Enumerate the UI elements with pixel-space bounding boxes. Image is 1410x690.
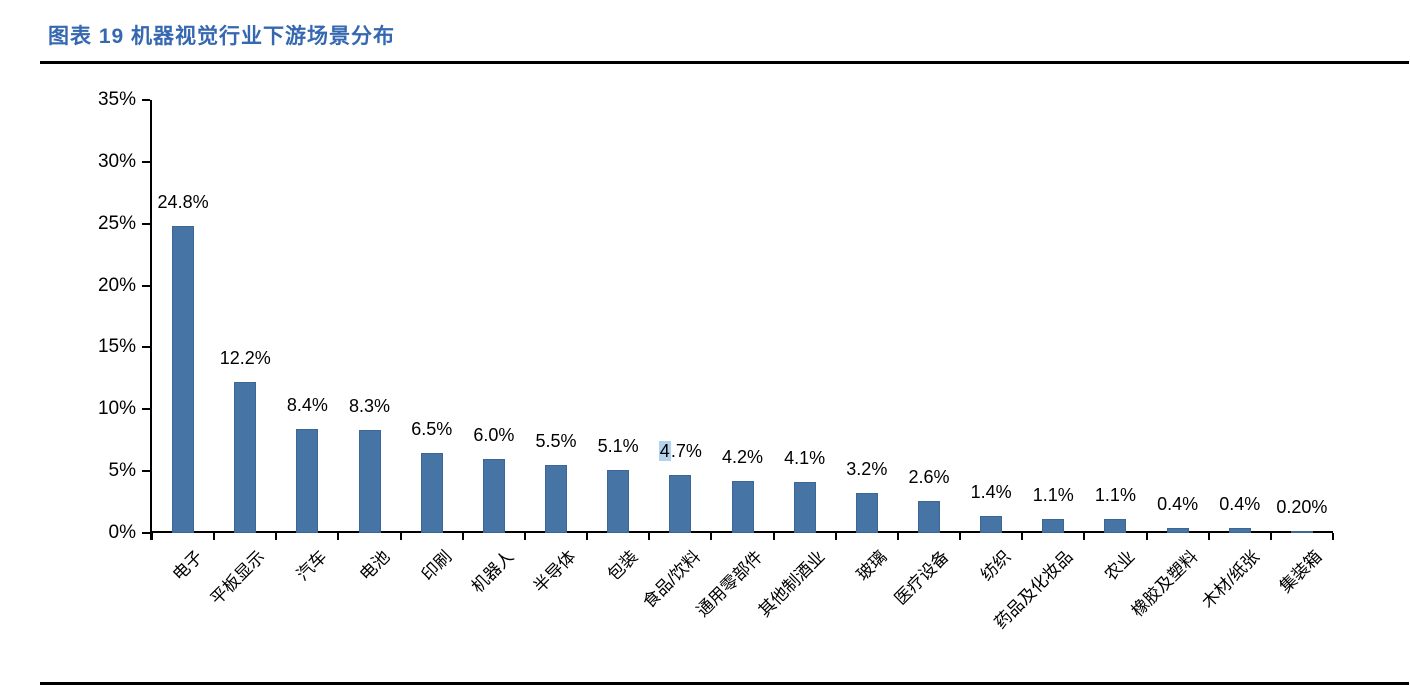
- bar-17: [1228, 528, 1251, 533]
- x-axis-tick: [959, 533, 962, 540]
- bar-value-label: 4.2%: [721, 447, 764, 468]
- bar-value-label: 0.4%: [1157, 494, 1199, 515]
- bottom-divider: [40, 682, 1409, 685]
- y-axis-tick-label: 20%: [97, 274, 136, 296]
- bar-14: [1042, 519, 1065, 533]
- x-axis-tick: [648, 533, 651, 540]
- x-axis-tick: [710, 533, 713, 540]
- bar-value-label: 2.6%: [908, 466, 950, 487]
- bar-6: [545, 464, 568, 533]
- bar-value-label: 8.3%: [349, 396, 391, 417]
- y-axis-tick: [142, 222, 150, 225]
- x-axis-category-label: 木材/纸张: [1198, 547, 1264, 612]
- x-axis-category-label: 农业: [1101, 547, 1139, 585]
- x-axis-tick: [1145, 533, 1148, 540]
- bar-value-label: 4.7%: [658, 440, 702, 461]
- x-axis-category-label: 医疗设备: [890, 547, 953, 609]
- bar-12: [917, 500, 940, 533]
- x-axis-tick: [1083, 533, 1086, 540]
- x-axis-tick: [399, 533, 402, 540]
- x-axis-tick: [896, 533, 899, 540]
- y-axis-tick: [142, 408, 150, 411]
- y-axis-tick-label: 5%: [108, 460, 136, 482]
- bar-value-label: 1.4%: [970, 481, 1012, 502]
- x-axis-category-label: 玻璃: [852, 547, 891, 585]
- x-axis-tick: [1207, 533, 1210, 540]
- y-axis-tick-label: 15%: [97, 336, 136, 358]
- bar-15: [1104, 519, 1127, 533]
- bar-value-label: 5.1%: [597, 435, 639, 456]
- x-axis-tick: [275, 533, 278, 540]
- x-axis-category-label: 其他制酒业: [754, 547, 829, 621]
- x-axis-tick: [151, 533, 153, 540]
- x-axis-tick: [1021, 533, 1024, 540]
- bar-value-label: 12.2%: [219, 348, 271, 369]
- x-axis-category-label: 橡胶及塑料: [1127, 547, 1202, 621]
- bar-value-label: 24.8%: [157, 192, 209, 213]
- bar-value-label: 5.5%: [535, 430, 577, 451]
- y-axis-tick: [142, 284, 150, 287]
- y-axis-tick: [142, 99, 150, 101]
- y-axis-tick-label: 30%: [97, 150, 136, 172]
- x-axis-category-label: 食品/饮料: [638, 547, 704, 612]
- x-axis-tick: [523, 533, 526, 540]
- bar-7: [607, 469, 630, 533]
- bar-value-label: 0.20%: [1276, 496, 1328, 517]
- bar-value-label: 0.4%: [1219, 494, 1261, 515]
- x-axis-category-label: 电子: [169, 547, 207, 585]
- top-divider: [40, 61, 1409, 64]
- x-axis-tick: [586, 533, 589, 540]
- bar-10: [793, 482, 816, 533]
- x-axis-category-label: 印刷: [417, 547, 456, 585]
- x-axis-tick: [1332, 533, 1334, 540]
- figure-title: 图表 19 机器视觉行业下游场景分布: [48, 25, 396, 48]
- y-axis-line: [150, 100, 152, 540]
- bar-value-label: 8.4%: [286, 395, 328, 416]
- bar-1: [234, 382, 257, 533]
- bar-3: [358, 430, 381, 533]
- y-axis-tick: [142, 160, 150, 163]
- x-axis-tick: [772, 533, 775, 540]
- y-axis-tick-label: 0%: [108, 522, 136, 543]
- x-axis-category-label: 汽车: [293, 547, 331, 585]
- x-axis-category-label: 电池: [355, 547, 393, 585]
- selection-highlight: 4: [658, 440, 671, 461]
- bar-0: [172, 226, 195, 533]
- x-axis-category-label: 纺织: [977, 547, 1015, 585]
- bar-4: [420, 452, 443, 533]
- y-axis-tick: [142, 470, 150, 473]
- x-axis-tick: [213, 533, 216, 540]
- bar-2: [296, 429, 319, 533]
- bar-11: [855, 493, 878, 533]
- x-axis-category-label: 通用零部件: [692, 547, 766, 621]
- x-axis-tick: [461, 533, 464, 540]
- bar-8: [669, 474, 692, 533]
- bar-16: [1166, 528, 1189, 533]
- x-axis-tick: [1269, 533, 1272, 540]
- bar-5: [482, 458, 505, 533]
- bar-value-label: 1.1%: [1032, 485, 1074, 506]
- y-axis-tick: [142, 346, 150, 349]
- bar-value-label: 6.0%: [473, 424, 515, 445]
- y-axis-tick-label: 35%: [97, 89, 136, 110]
- bar-value-label: 1.1%: [1094, 485, 1136, 506]
- x-axis-category-label: 半导体: [529, 547, 580, 597]
- x-axis-category-label: 机器人: [467, 547, 518, 597]
- y-axis-tick-label: 25%: [97, 212, 136, 234]
- bar-9: [731, 481, 754, 533]
- bar-value-label: 4.1%: [784, 448, 826, 469]
- x-axis-tick: [834, 533, 837, 540]
- x-axis-category-label: 集装箱: [1275, 547, 1326, 597]
- bar-value-label: 3.2%: [846, 459, 888, 480]
- y-axis-tick-label: 10%: [97, 398, 136, 420]
- bar-13: [980, 515, 1003, 533]
- x-axis-category-label: 平板显示: [207, 547, 269, 609]
- bar-18: [1290, 530, 1313, 533]
- bar-value-label: 6.5%: [411, 418, 453, 439]
- x-axis-category-label: 包装: [604, 547, 642, 585]
- x-axis-tick: [337, 533, 340, 540]
- y-axis-tick: [142, 532, 150, 534]
